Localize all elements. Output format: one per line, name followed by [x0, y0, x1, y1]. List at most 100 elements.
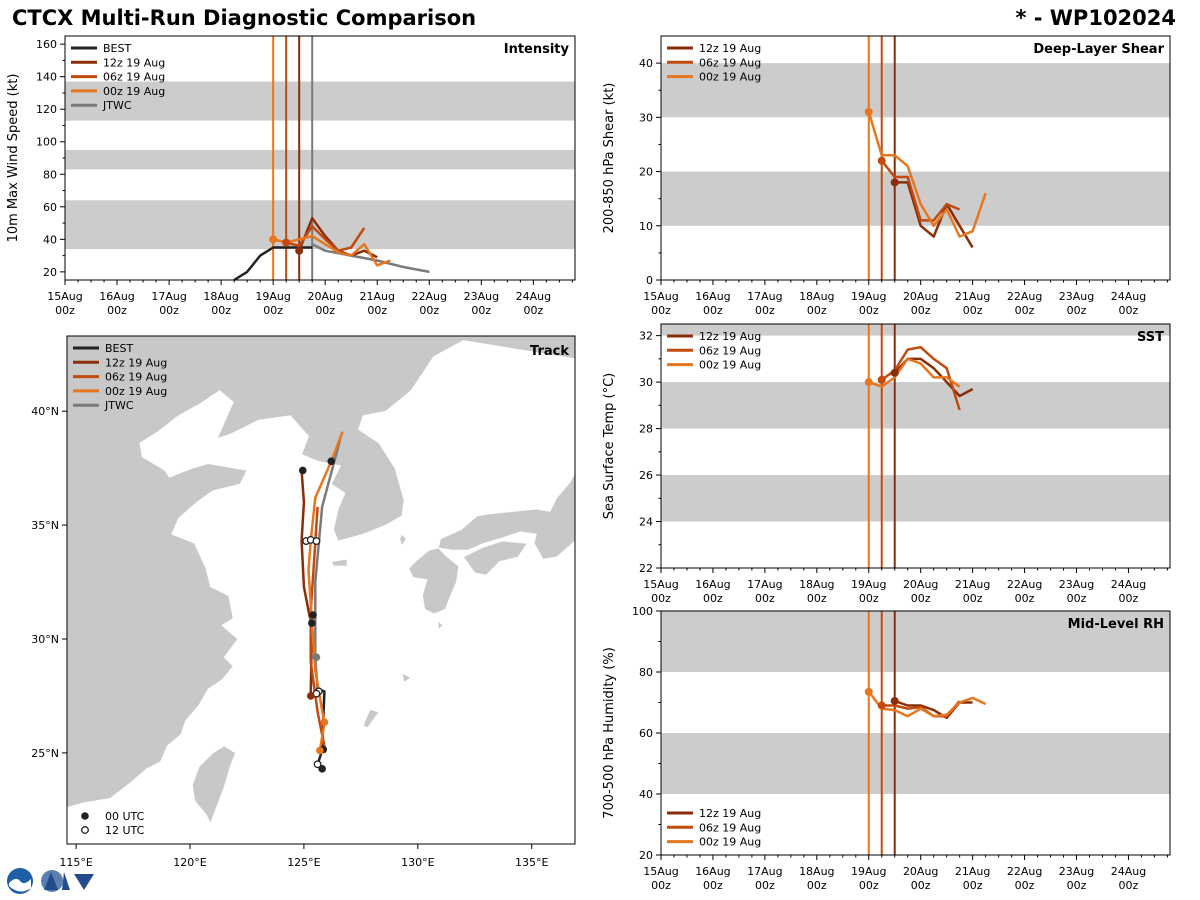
land-honshu-shikoku — [437, 472, 575, 560]
legend-label: 06z 19 Aug — [699, 56, 761, 69]
panel-title: SST — [1137, 330, 1164, 345]
series-line — [881, 700, 961, 718]
x-tick-label: 00z — [963, 592, 983, 605]
x-tick-label: 120°E — [173, 856, 206, 869]
x-tick-label: 00z — [807, 879, 827, 892]
x-tick-label: 19Aug — [255, 290, 290, 303]
series-line — [867, 111, 987, 238]
y-tick-label: 24 — [639, 516, 653, 529]
legend-label: 00 UTC — [105, 810, 145, 823]
x-tick-label: 21Aug — [955, 578, 990, 591]
x-tick-label: 17Aug — [747, 865, 782, 878]
x-tick-label: 00z — [263, 304, 283, 317]
series-line — [868, 357, 961, 388]
x-tick-label: 00z — [523, 304, 543, 317]
panel-title: Deep-Layer Shear — [1033, 42, 1164, 57]
shaded-band — [661, 171, 1170, 226]
legend-label: 06z 19 Aug — [105, 371, 167, 384]
rh-chart: 15Aug00z16Aug00z17Aug00z18Aug00z19Aug00z… — [602, 605, 1171, 892]
y-tick-label: 60 — [639, 727, 653, 740]
init-marker — [282, 238, 291, 247]
x-tick-label: 23Aug — [1059, 865, 1094, 878]
map-frame — [66, 335, 576, 845]
land-mainland-asia — [67, 336, 575, 809]
x-tick-label: 00z — [211, 304, 231, 317]
y-tick-label: 20 — [43, 266, 57, 279]
y-tick-label: 0 — [646, 274, 653, 287]
y-axis-label: 200-850 hPa Shear (kt) — [602, 83, 617, 234]
x-tick-label: 22Aug — [412, 290, 447, 303]
y-axis-label: 700-500 hPa Humidity (%) — [602, 647, 617, 819]
x-tick-label: 20Aug — [903, 578, 938, 591]
x-tick-label: 21Aug — [955, 290, 990, 303]
y-tick-label: 40 — [639, 57, 653, 70]
y-tick-label: 32 — [639, 330, 653, 343]
x-tick-label: 23Aug — [1059, 578, 1094, 591]
init-marker — [295, 246, 304, 255]
noaa-cira-logos — [7, 868, 94, 894]
noaa-wave-icon — [9, 878, 31, 892]
x-tick-label: 00z — [55, 304, 75, 317]
x-tick-label: 17Aug — [747, 578, 782, 591]
y-tick-label: 25°N — [31, 747, 59, 760]
series-line — [272, 234, 391, 267]
page-title: CTCX Multi-Run Diagnostic Comparison — [12, 6, 477, 30]
track-point-00utc — [327, 457, 336, 466]
x-tick-label: 00z — [703, 879, 723, 892]
init-marker — [269, 235, 278, 244]
x-tick-label: 15Aug — [47, 290, 82, 303]
x-tick-label: 00z — [1119, 592, 1139, 605]
x-tick-label: 00z — [1119, 304, 1139, 317]
legend-marker-00utc — [81, 812, 89, 820]
map-layer — [67, 336, 575, 844]
x-tick-label: 24Aug — [1111, 578, 1146, 591]
legend-label: JTWC — [102, 99, 132, 112]
x-tick-label: 20Aug — [307, 290, 342, 303]
x-tick-label: 00z — [1119, 879, 1139, 892]
shaded-band — [661, 475, 1170, 522]
legend-label: 00z 19 Aug — [699, 359, 761, 372]
track-point-00utc — [298, 466, 307, 475]
legend-label: 06z 19 Aug — [103, 71, 165, 84]
x-tick-label: 00z — [159, 304, 179, 317]
x-tick-label: 00z — [651, 592, 671, 605]
y-tick-label: 40 — [639, 788, 653, 801]
x-tick-label: 24Aug — [1111, 865, 1146, 878]
y-tick-label: 120 — [36, 103, 57, 116]
x-tick-label: 18Aug — [799, 865, 834, 878]
x-tick-label: 00z — [107, 304, 127, 317]
x-tick-label: 18Aug — [799, 290, 834, 303]
land-tsushima — [399, 533, 407, 547]
y-tick-label: 40°N — [31, 405, 59, 418]
track-point-00utc — [309, 611, 317, 619]
x-tick-label: 15Aug — [643, 865, 678, 878]
track-point-00utc — [316, 746, 324, 755]
init-marker — [864, 107, 873, 116]
init-marker — [864, 687, 873, 696]
x-tick-label: 00z — [651, 879, 671, 892]
legend-label: 00z 19 Aug — [699, 71, 761, 84]
track-point-00utc — [306, 692, 315, 700]
x-tick-label: 00z — [911, 592, 931, 605]
x-tick-label: 00z — [1015, 879, 1035, 892]
init-marker — [864, 378, 873, 387]
x-tick-label: 15Aug — [643, 578, 678, 591]
plot-frame — [660, 35, 1171, 281]
init-marker — [890, 696, 899, 705]
legend-label: 06z 19 Aug — [699, 821, 761, 834]
x-tick-label: 00z — [315, 304, 335, 317]
legend-label: 12 UTC — [105, 824, 145, 837]
x-tick-label: 00z — [859, 879, 879, 892]
x-tick-label: 00z — [1015, 304, 1035, 317]
land-shikoku — [462, 540, 528, 576]
y-tick-label: 30°N — [31, 633, 59, 646]
legend-label: JTWC — [104, 399, 134, 412]
shaded-band — [661, 324, 1170, 336]
cira-letters-icon — [44, 872, 94, 890]
land-okinawa — [362, 709, 380, 729]
y-tick-label: 140 — [36, 71, 57, 84]
y-tick-label: 40 — [43, 233, 57, 246]
x-tick-label: 22Aug — [1007, 290, 1042, 303]
panel-title: Mid-Level RH — [1068, 617, 1164, 632]
y-tick-label: 30 — [639, 376, 653, 389]
